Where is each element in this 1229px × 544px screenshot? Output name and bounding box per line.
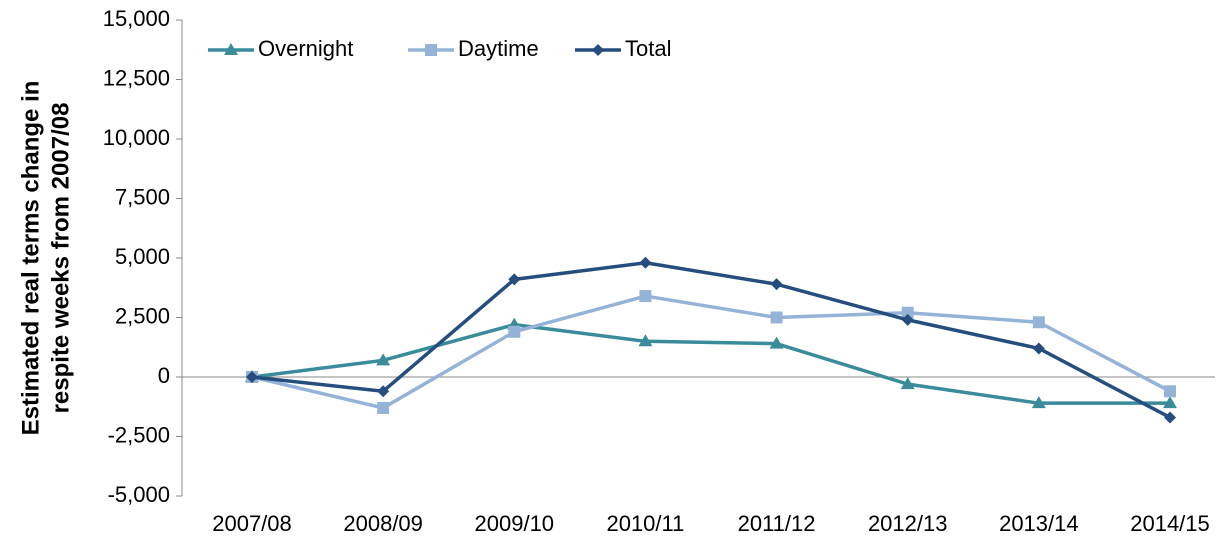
y-tick-label: 15,000	[103, 6, 170, 31]
y-tick-label: -2,500	[108, 422, 170, 447]
y-tick-label: 5,000	[115, 244, 170, 269]
x-tick-label: 2012/13	[868, 511, 948, 536]
marker	[224, 43, 238, 55]
marker	[377, 385, 390, 398]
series-line	[251, 322, 1170, 405]
y-tick-label: 2,500	[115, 303, 170, 328]
marker	[1163, 396, 1177, 409]
y-tick-label: 0	[158, 363, 170, 388]
marker	[901, 313, 914, 326]
x-tick-label: 2009/10	[475, 511, 555, 536]
y-tick-label: -5,000	[108, 482, 170, 507]
marker	[1032, 316, 1045, 329]
y-tick-label: 12,500	[103, 65, 170, 90]
x-tick-label: 2014/15	[1130, 511, 1210, 536]
legend-label: Overnight	[258, 36, 353, 61]
legend-label: Total	[625, 36, 671, 61]
marker	[770, 311, 783, 324]
legend-label: Daytime	[458, 36, 539, 61]
marker	[770, 278, 783, 291]
marker	[1032, 342, 1045, 355]
marker	[508, 273, 521, 286]
y-axis-label: Estimated real terms change in	[17, 81, 44, 436]
marker	[639, 290, 652, 303]
series-line	[251, 261, 1171, 420]
series-line	[251, 294, 1171, 410]
marker	[377, 401, 390, 414]
x-tick-label: 2008/09	[343, 511, 423, 536]
marker	[246, 371, 258, 383]
marker	[1031, 396, 1046, 409]
marker	[425, 44, 437, 56]
marker	[639, 256, 652, 269]
marker	[1164, 385, 1176, 398]
y-axis-label: respite weeks from 2007/08	[47, 103, 74, 414]
x-tick-label: 2013/14	[999, 511, 1079, 536]
marker	[592, 44, 604, 56]
marker	[900, 377, 915, 390]
y-tick-label: 10,000	[103, 125, 170, 150]
marker	[769, 336, 784, 349]
marker	[1164, 411, 1176, 424]
marker	[901, 306, 914, 319]
y-tick-label: 7,500	[115, 184, 170, 209]
x-tick-label: 2007/08	[212, 511, 292, 536]
marker	[376, 353, 391, 366]
x-tick-label: 2010/11	[606, 511, 684, 536]
marker	[638, 334, 653, 347]
x-tick-label: 2011/12	[738, 511, 816, 536]
marker	[508, 325, 521, 338]
